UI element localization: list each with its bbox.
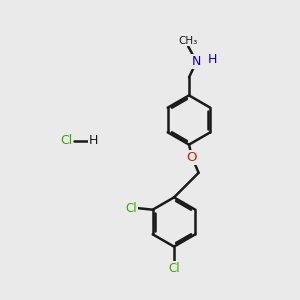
- Text: Cl: Cl: [168, 262, 180, 275]
- Text: Cl: Cl: [125, 202, 136, 215]
- Text: Cl: Cl: [60, 134, 72, 148]
- Text: O: O: [187, 151, 197, 164]
- Text: CH₃: CH₃: [178, 36, 198, 46]
- Text: H: H: [89, 134, 98, 148]
- Text: N: N: [192, 55, 201, 68]
- Text: H: H: [207, 53, 217, 66]
